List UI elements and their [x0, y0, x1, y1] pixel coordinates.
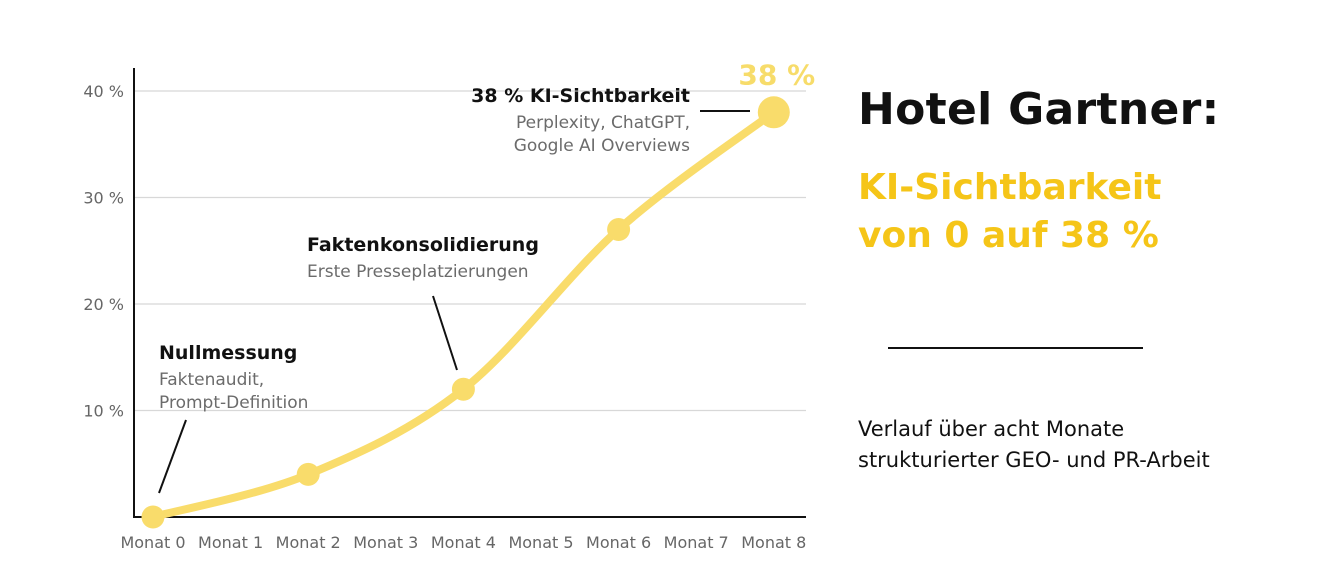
x-tick-label: Monat 5 — [508, 533, 573, 552]
x-tick-label: Monat 8 — [741, 533, 806, 552]
end-value-label: 38 % — [738, 58, 815, 91]
annotation-leader-line — [158, 419, 187, 494]
headline: Hotel Gartner: — [858, 84, 1220, 135]
y-tick-label: 20 % — [83, 295, 124, 314]
annotation-leader-lines — [158, 110, 750, 494]
annotations: Nullmessung Faktenaudit, Prompt-Definition… — [159, 85, 690, 413]
subheadline: KI-Sichtbarkeit von 0 auf 38 % — [858, 164, 1161, 260]
axes — [133, 68, 806, 518]
description-line-1: Verlauf über acht Monate — [858, 417, 1125, 441]
annotation: Nullmessung Faktenaudit, Prompt-Definition — [159, 342, 308, 413]
series-line — [149, 108, 778, 521]
annotation-subtext: Prompt-Definition — [159, 393, 308, 413]
subhead-line-2: von 0 auf 38 % — [858, 215, 1159, 256]
data-points — [141, 96, 790, 529]
description: Verlauf über acht Monate strukturierter … — [858, 414, 1210, 476]
annotation-title: Faktenkonsolidierung — [307, 234, 539, 256]
x-tick-label: Monat 2 — [276, 533, 341, 552]
x-axis-tick-labels: Monat 0 Monat 1 Monat 2 Monat 3 Monat 4 Monat… — [120, 533, 806, 552]
x-tick-label: Monat 4 — [431, 533, 496, 552]
description-line-2: strukturierter GEO- und PR-Arbeit — [858, 448, 1210, 472]
x-tick-label: Monat 3 — [353, 533, 418, 552]
y-tick-label: 30 % — [83, 189, 124, 208]
data-point — [141, 505, 165, 529]
x-tick-label: Monat 7 — [664, 533, 729, 552]
data-point — [451, 377, 475, 401]
annotation: Faktenkonsolidierung Erste Presseplatzier… — [307, 234, 539, 282]
annotation-title: 38 % KI-Sichtbarkeit — [471, 85, 690, 107]
annotation-subtext: Google AI Overviews — [514, 136, 690, 156]
x-tick-label: Monat 0 — [120, 533, 185, 552]
annotation: 38 % KI-Sichtbarkeit Perplexity, ChatGPT,… — [471, 85, 690, 156]
divider — [888, 347, 1143, 349]
gridlines — [134, 90, 806, 412]
y-axis-tick-labels: 10 % 20 % 30 % 40 % — [83, 82, 124, 421]
data-point — [296, 462, 320, 486]
annotation-subtext: Faktenaudit, — [159, 370, 264, 390]
annotation-title: Nullmessung — [159, 342, 297, 364]
x-tick-label: Monat 1 — [198, 533, 263, 552]
annotation-subtext: Erste Presseplatzierungen — [307, 262, 529, 282]
data-point — [607, 217, 631, 241]
y-tick-label: 40 % — [83, 82, 124, 101]
y-tick-label: 10 % — [83, 402, 124, 421]
annotation-leader-line — [432, 295, 458, 371]
x-tick-label: Monat 6 — [586, 533, 651, 552]
subhead-line-1: KI-Sichtbarkeit — [858, 167, 1162, 208]
kpi-line-chart: 10 %20 %30 %40 % Monat 0 Monat 1 Monat 2 Mo… — [83, 58, 815, 552]
annotation-subtext: Perplexity, ChatGPT, — [516, 113, 690, 133]
data-point — [757, 96, 790, 129]
